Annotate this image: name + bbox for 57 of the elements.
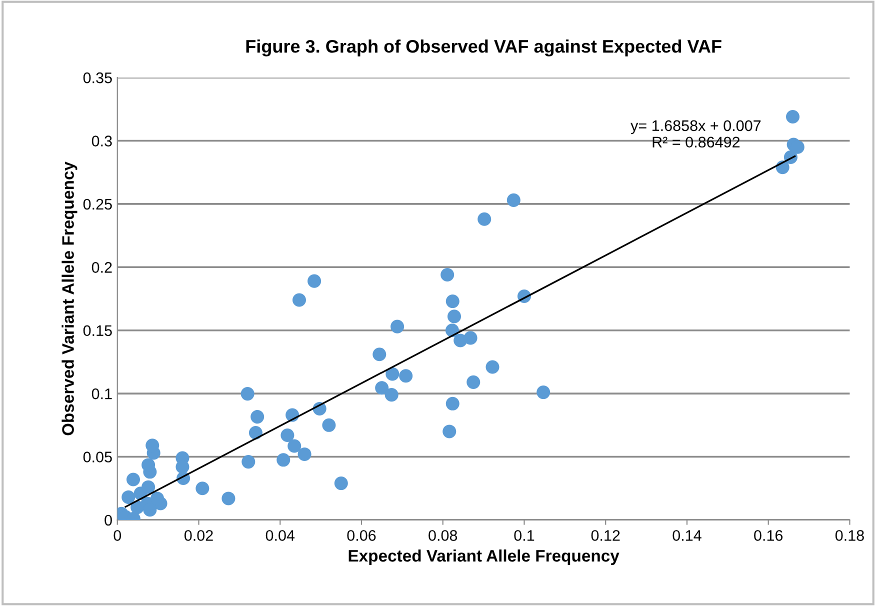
x-axis-title: Expected Variant Allele Frequency [348, 549, 620, 566]
y-tick-label: 0.35 [83, 72, 112, 84]
point [372, 348, 386, 362]
point [536, 386, 550, 400]
chart-title: Figure 3. Graph of Observed VAF against Expected VAF [246, 39, 722, 56]
y-tick-label: 0.25 [83, 198, 112, 210]
point [786, 110, 800, 124]
point [486, 360, 500, 374]
point [384, 388, 398, 402]
point [446, 294, 460, 308]
point [222, 492, 236, 506]
point [240, 387, 254, 401]
x-tick-label: 0.14 [672, 530, 702, 541]
annotation: y= 1.6858x + 0.007 R² = 0.86492 [630, 120, 761, 148]
point [464, 331, 478, 345]
point [446, 396, 460, 410]
y-axis-title: Observed Variant Allele Frequency [62, 162, 78, 436]
point [390, 320, 404, 334]
y-tick-label: 0.2 [92, 262, 112, 273]
x-tick-label: 0.16 [754, 530, 783, 541]
x-tick-label: 0.06 [347, 530, 376, 541]
x-tick-label: 0.1 [514, 530, 534, 541]
point [242, 455, 256, 469]
point [142, 458, 156, 472]
y-tick-label: 0.05 [83, 452, 112, 462]
x-tick-label: 0.08 [428, 530, 458, 541]
x-tick-label: 0.12 [591, 530, 620, 541]
point [375, 381, 389, 395]
y-tick-label: 0.15 [83, 325, 112, 336]
point [478, 212, 492, 226]
point [399, 369, 413, 383]
point [196, 482, 210, 496]
point [447, 310, 462, 324]
point [288, 439, 302, 453]
point [280, 428, 294, 442]
point [292, 293, 306, 307]
point [386, 367, 400, 381]
point [142, 480, 156, 494]
point [440, 268, 454, 282]
point [126, 472, 140, 486]
point [442, 424, 456, 438]
y-tick-label: 0.1 [92, 388, 112, 400]
x-tick-label: 0.02 [184, 530, 213, 541]
point [308, 274, 322, 288]
point [322, 418, 336, 432]
point [298, 447, 312, 461]
x-tick-label: 0 [114, 530, 122, 541]
point [334, 476, 348, 490]
point [122, 490, 136, 504]
y-tick-label: 0 [104, 514, 112, 526]
x-tick-label: 0.18 [835, 530, 864, 541]
point [506, 193, 520, 207]
point [276, 453, 290, 467]
point [250, 410, 264, 424]
point [466, 375, 480, 389]
y-tick-label: 0.3 [92, 136, 112, 146]
x-tick-label: 0.04 [266, 530, 295, 541]
